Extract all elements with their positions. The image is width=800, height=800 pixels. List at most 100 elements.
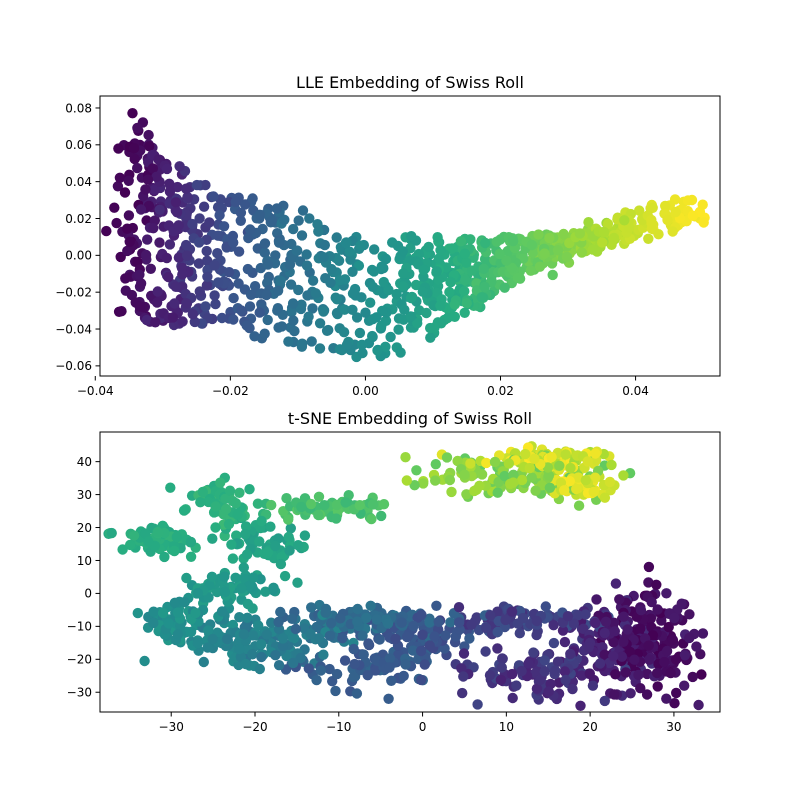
lle-scatter-point — [249, 281, 261, 292]
lle-scatter-point — [209, 290, 220, 301]
lle-scatter-point — [140, 184, 151, 195]
tsne-scatter-point — [331, 668, 343, 680]
tsne-scatter-point — [152, 526, 163, 538]
tsne-scatter-point — [348, 643, 359, 655]
tsne-scatter-point — [629, 654, 640, 665]
lle-scatter-point — [461, 257, 472, 268]
lle-scatter-point — [608, 232, 620, 244]
tsne-scatter-point — [453, 602, 465, 613]
tsne-scatter-point — [530, 485, 541, 496]
tsne-scatter-point — [610, 669, 621, 680]
tsne-scatter-point — [416, 609, 427, 620]
tsne-scatter-point — [635, 623, 646, 634]
tsne-scatter-point — [247, 649, 258, 660]
lle-scatter-point — [576, 247, 587, 258]
lle-scatter-point — [293, 215, 304, 226]
tsne-chart: t-SNE Embedding of Swiss Roll −30 −20 −10 0… — [67, 409, 721, 734]
lle-scatter-point — [151, 171, 162, 182]
lle-scatter-point — [230, 196, 241, 208]
lle-scatter-point — [145, 263, 156, 274]
tsne-scatter-point — [211, 586, 223, 598]
tsne-scatter-point — [599, 627, 610, 639]
lle-scatter-point — [687, 210, 699, 221]
lle-scatter-point — [494, 248, 505, 260]
lle-x-tick-label: 0.04 — [622, 384, 649, 398]
lle-scatter-point — [181, 250, 193, 261]
tsne-scatter-point — [433, 616, 444, 627]
tsne-scatter-point — [256, 639, 267, 650]
tsne-scatter-point — [489, 456, 501, 468]
tsne-scatter-point — [270, 650, 281, 661]
tsne-scatter-point — [508, 469, 519, 480]
tsne-y-tick-label: 30 — [77, 488, 92, 502]
tsne-scatter-point — [554, 460, 565, 471]
tsne-scatter-point — [331, 513, 342, 524]
lle-scatter-point — [383, 284, 394, 296]
lle-scatter-point — [297, 338, 308, 349]
tsne-scatter-point — [254, 536, 265, 547]
lle-scatter-point — [318, 306, 329, 317]
lle-scatter-point — [127, 108, 138, 119]
lle-scatter-point — [319, 239, 330, 251]
tsne-scatter-point — [573, 500, 585, 511]
tsne-scatter-point — [635, 605, 647, 616]
tsne-scatter-point — [418, 478, 429, 489]
tsne-scatter-point — [313, 509, 324, 521]
lle-scatter-point — [187, 309, 198, 320]
tsne-scatter-point — [357, 630, 368, 641]
lle-scatter-point — [347, 304, 358, 315]
lle-scatter-point — [171, 207, 183, 218]
lle-scatter-point — [209, 260, 220, 271]
lle-scatter-point — [418, 264, 429, 276]
lle-scatter-point — [272, 303, 284, 314]
tsne-scatter-point — [572, 610, 584, 621]
tsne-scatter-point — [590, 448, 601, 459]
tsne-scatter-point — [281, 493, 292, 504]
tsne-scatter-point — [296, 501, 307, 513]
tsne-scatter-point — [676, 598, 687, 609]
lle-scatter-point — [670, 206, 681, 218]
lle-scatter-point — [122, 223, 133, 234]
tsne-scatter-point — [361, 612, 372, 624]
lle-scatter-point — [459, 307, 470, 318]
tsne-scatter-point — [401, 475, 412, 486]
tsne-scatter-point — [567, 683, 578, 695]
lle-scatter-point — [371, 312, 382, 323]
tsne-scatter-point — [273, 616, 284, 628]
tsne-scatter-point — [261, 629, 273, 640]
tsne-scatter-point — [240, 521, 252, 532]
lle-scatter-point — [526, 239, 538, 251]
tsne-x-tick-label: −10 — [326, 720, 351, 734]
tsne-y-tick-label: 20 — [77, 521, 92, 535]
tsne-x-tick-label: −20 — [242, 720, 267, 734]
lle-scatter-point — [254, 307, 265, 318]
lle-scatter-point — [273, 237, 285, 248]
tsne-x-axis: −30 −20 −10 0 10 20 30 — [159, 712, 682, 734]
tsne-scatter-point — [464, 633, 475, 644]
lle-scatter-point — [355, 240, 366, 251]
lle-scatter-point — [276, 321, 288, 332]
tsne-x-tick-label: 10 — [499, 720, 514, 734]
tsne-scatter-point — [529, 453, 540, 464]
lle-scatter-point — [574, 228, 586, 239]
tsne-scatter-point — [366, 513, 377, 525]
lle-scatter-point — [212, 277, 224, 288]
lle-scatter-point — [310, 288, 321, 299]
tsne-scatter-point — [202, 642, 213, 653]
lle-scatter-point — [291, 245, 302, 256]
tsne-scatter-point — [539, 655, 550, 666]
tsne-scatter-point — [376, 510, 387, 522]
tsne-scatter-point — [290, 623, 301, 635]
lle-scatter-point — [433, 274, 444, 285]
lle-scatter-point — [360, 307, 371, 318]
tsne-scatter-point — [386, 675, 397, 686]
tsne-scatter-point — [480, 646, 491, 657]
tsne-scatter-point — [210, 501, 221, 512]
tsne-scatter-point — [408, 620, 419, 632]
lle-scatter-point — [169, 298, 180, 309]
tsne-scatter-point — [234, 487, 245, 498]
tsne-scatter-point — [430, 475, 441, 486]
lle-scatter-point — [558, 228, 569, 240]
lle-scatter-point — [423, 241, 434, 253]
tsne-scatter-point — [514, 628, 525, 639]
